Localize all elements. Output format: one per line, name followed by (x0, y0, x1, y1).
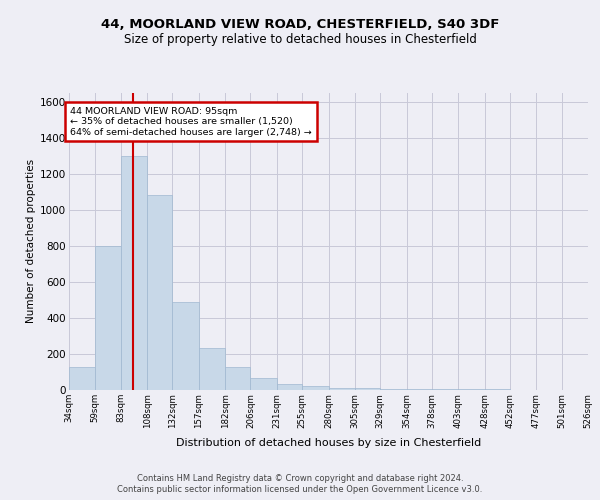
Text: Contains public sector information licensed under the Open Government Licence v3: Contains public sector information licen… (118, 485, 482, 494)
Bar (380, 388, 407, 390)
Text: 44, MOORLAND VIEW ROAD, CHESTERFIELD, S40 3DF: 44, MOORLAND VIEW ROAD, CHESTERFIELD, S4… (101, 18, 499, 30)
Bar (355, 388, 380, 390)
Bar (302, 386, 329, 390)
Y-axis label: Number of detached properties: Number of detached properties (26, 159, 36, 324)
Text: Contains HM Land Registry data © Crown copyright and database right 2024.: Contains HM Land Registry data © Crown c… (137, 474, 463, 483)
Bar (407, 389, 432, 390)
Bar (250, 378, 277, 390)
Text: 44 MOORLAND VIEW ROAD: 95sqm
← 35% of detached houses are smaller (1,520)
64% of: 44 MOORLAND VIEW ROAD: 95sqm ← 35% of de… (70, 107, 312, 136)
Bar (277, 384, 302, 390)
Bar (199, 348, 225, 390)
Bar (147, 196, 172, 390)
Bar (225, 368, 250, 390)
Bar (172, 302, 199, 390)
Bar (329, 388, 355, 390)
Bar (69, 366, 95, 390)
Bar (432, 389, 458, 390)
Bar (121, 156, 147, 390)
Bar (95, 246, 121, 390)
Text: Size of property relative to detached houses in Chesterfield: Size of property relative to detached ho… (124, 32, 476, 46)
Text: Distribution of detached houses by size in Chesterfield: Distribution of detached houses by size … (176, 438, 481, 448)
